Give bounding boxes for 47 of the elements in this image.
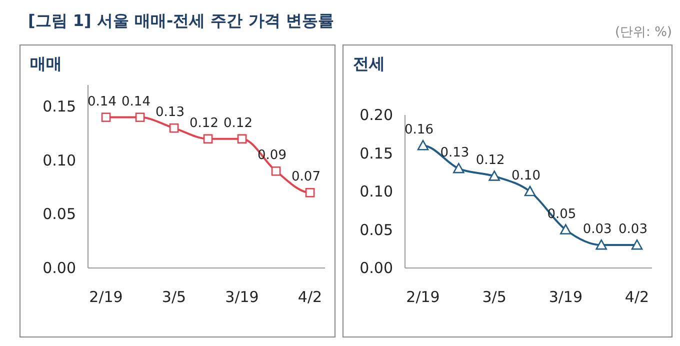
point: [169, 123, 179, 133]
data-label: 0.14: [88, 94, 116, 110]
data-label: 0.16: [404, 122, 434, 138]
y-tick-label: 0.10: [42, 151, 76, 170]
x-tick-label: 3/5: [162, 288, 186, 306]
point: [524, 186, 536, 196]
data-label: 0.13: [156, 105, 184, 120]
y-tick-label: 0.05: [42, 205, 76, 224]
data-label: 0.03: [618, 222, 648, 238]
x-tick-label: 3/19: [225, 288, 259, 306]
point: [596, 239, 607, 250]
y-tick-label: 0.15: [360, 144, 393, 162]
point: [305, 188, 315, 198]
chart-title: 매매: [30, 54, 62, 73]
point: [417, 140, 429, 150]
y-tick-label: 0.15: [42, 98, 76, 116]
point: [631, 239, 643, 250]
x-tick-label: 2/19: [406, 288, 440, 306]
point: [271, 166, 281, 176]
data-label: 0.12: [224, 116, 252, 131]
data-label: 0.10: [512, 168, 540, 184]
data-label: 0.12: [476, 153, 505, 168]
point: [488, 170, 500, 181]
chart-title: 전세: [353, 54, 385, 73]
y-tick-label: 0.00: [42, 259, 76, 277]
text: (단위: %): [614, 25, 672, 40]
y-tick-label: 0.00: [360, 259, 393, 277]
point: [453, 162, 464, 174]
data-label: 0.03: [582, 222, 612, 238]
point: [101, 112, 111, 122]
x-tick-label: 3/19: [548, 288, 583, 306]
x-tick-label: 2/19: [89, 288, 123, 306]
data-label: 0.13: [440, 146, 470, 161]
point: [237, 134, 247, 144]
text: [그림 1] 서울 매매-전세 주간 가격 변동률: [28, 11, 334, 30]
y-tick-label: 0.20: [360, 106, 393, 124]
point: [560, 224, 572, 234]
point: [135, 112, 145, 122]
data-label: 0.14: [122, 94, 150, 110]
x-tick-label: 4/2: [298, 288, 322, 306]
x-tick-label: 4/2: [624, 288, 650, 306]
y-tick-label: 0.10: [360, 182, 393, 200]
y-tick-label: 0.05: [360, 220, 393, 239]
point: [203, 134, 213, 144]
x-tick-label: 3/5: [482, 288, 506, 306]
data-label: 0.07: [292, 170, 320, 185]
data-label: 0.12: [190, 116, 218, 131]
